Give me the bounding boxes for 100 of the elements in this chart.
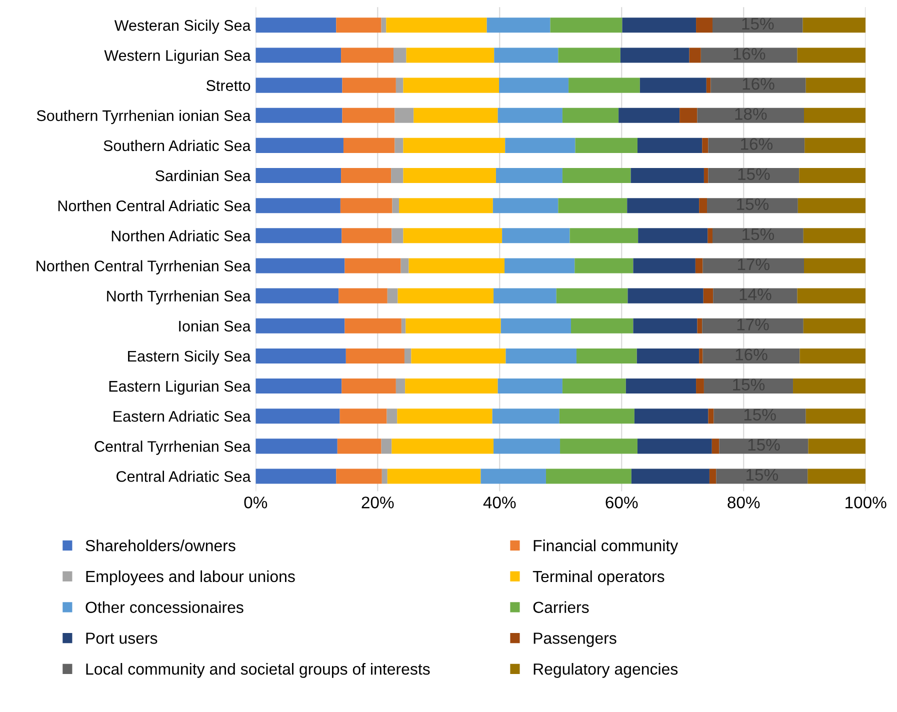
bar	[394, 138, 404, 153]
bar	[550, 18, 622, 33]
x-tick-label: 100%	[846, 496, 886, 508]
bar	[396, 78, 404, 93]
bar	[403, 168, 496, 184]
x-tick-label: 60%	[606, 496, 638, 508]
bar	[570, 318, 634, 334]
bar	[404, 348, 412, 364]
x-tick-label: 20%	[362, 496, 394, 508]
bar	[697, 318, 702, 334]
bar	[696, 18, 713, 33]
bar	[562, 108, 619, 123]
bar	[398, 198, 493, 214]
bar	[406, 318, 501, 334]
bar	[403, 78, 500, 93]
legend-label: Terminal operators	[532, 570, 664, 586]
bar	[546, 468, 632, 484]
bar	[620, 48, 690, 63]
x-tick-label: 40%	[483, 496, 516, 508]
bar	[499, 78, 569, 93]
bar	[394, 108, 414, 123]
bar	[712, 18, 803, 33]
bar	[256, 318, 345, 334]
bar	[633, 258, 696, 274]
bar	[408, 258, 505, 274]
bar	[702, 258, 804, 274]
bar	[256, 258, 345, 274]
y-tick-label: Western Ligurian Sea	[104, 50, 251, 64]
bar	[398, 288, 494, 304]
legend-label: Carriers	[533, 601, 589, 613]
bar	[576, 348, 637, 364]
y-tick-label: Eastern Sicily Sea	[128, 350, 251, 365]
bar	[702, 348, 800, 364]
y-tick-label: Westeran Sicily Sea	[114, 20, 251, 34]
bar	[342, 228, 392, 244]
legend-label: Port users	[86, 632, 158, 644]
bar	[699, 348, 703, 364]
bar	[798, 198, 866, 214]
bar	[341, 48, 394, 63]
bar	[346, 348, 404, 364]
bar	[806, 78, 866, 93]
bar	[405, 378, 498, 394]
bar	[480, 468, 546, 484]
bar	[637, 438, 712, 454]
bar	[256, 348, 346, 364]
bar	[640, 78, 706, 93]
bar	[689, 48, 701, 63]
bar	[704, 168, 708, 184]
bar	[340, 198, 392, 214]
bar	[393, 48, 406, 63]
bar	[396, 378, 406, 394]
bar	[704, 378, 794, 394]
bar	[486, 18, 550, 33]
legend-label: Employees and labour unions	[86, 570, 295, 586]
bar	[494, 438, 560, 454]
bar	[502, 228, 570, 244]
bar	[406, 48, 494, 63]
bar	[719, 438, 808, 454]
bar	[558, 198, 628, 214]
bar	[803, 228, 866, 244]
bar	[799, 168, 866, 184]
bar	[381, 438, 392, 454]
bar	[804, 258, 866, 274]
bar	[256, 108, 342, 123]
bar	[712, 228, 804, 244]
bar	[400, 258, 409, 274]
bar	[708, 408, 714, 424]
bar	[256, 168, 342, 184]
bar	[804, 138, 866, 153]
bar	[713, 288, 798, 304]
bar	[696, 378, 704, 394]
bar	[337, 438, 382, 454]
bar	[386, 18, 487, 33]
bar	[559, 408, 634, 424]
bar	[708, 168, 800, 184]
bar	[256, 288, 339, 304]
bar	[804, 108, 866, 123]
bar	[414, 108, 498, 123]
bar	[797, 288, 866, 304]
y-tick-label: Eastern Adriatic Sea	[114, 410, 251, 422]
bar	[560, 438, 638, 454]
y-tick-label: Central Tyrrhenian Sea	[94, 440, 251, 455]
bar	[343, 138, 395, 153]
bar	[556, 288, 628, 304]
bar	[344, 258, 401, 274]
bar	[336, 468, 382, 484]
bar	[338, 288, 388, 304]
bar	[381, 18, 386, 33]
bar	[500, 318, 571, 334]
y-tick-label: Stretto	[206, 80, 250, 91]
bar	[494, 48, 558, 63]
bar	[697, 108, 804, 123]
bar	[392, 228, 404, 244]
bar	[638, 228, 708, 244]
bar	[401, 318, 406, 334]
bar	[387, 468, 481, 484]
bar	[340, 408, 387, 424]
bar	[256, 228, 342, 244]
bar	[386, 408, 398, 424]
legend-label: Other concessionaires	[86, 601, 244, 613]
